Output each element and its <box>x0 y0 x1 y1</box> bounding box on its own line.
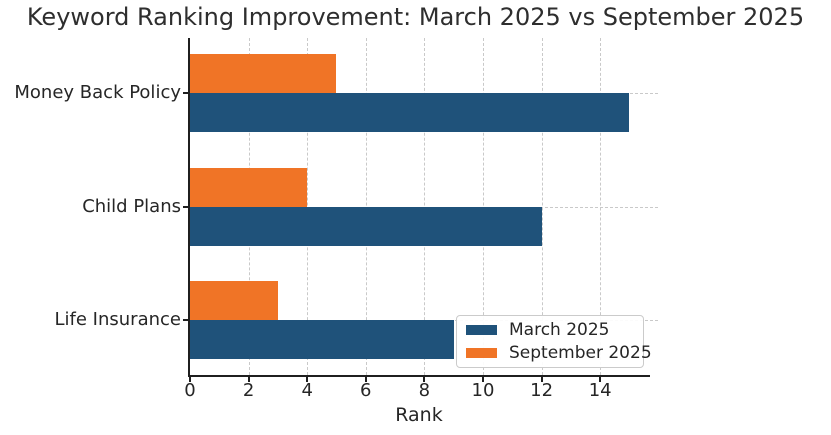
y-tick-mark <box>183 92 189 94</box>
gridline-vertical <box>307 38 309 375</box>
x-tick-mark <box>364 377 367 382</box>
y-tick-mark <box>183 319 189 321</box>
legend-swatch-september-icon <box>466 348 497 358</box>
gridline-vertical <box>365 38 367 375</box>
x-tick-mark <box>599 377 602 382</box>
x-tick-label: 12 <box>530 380 554 401</box>
x-tick-label: 10 <box>471 380 495 401</box>
legend-item-march: March 2025 <box>466 319 634 340</box>
gridline-vertical <box>424 38 426 375</box>
legend-label-september: September 2025 <box>509 342 652 363</box>
x-axis-title: Rank <box>395 404 443 426</box>
gridline-vertical <box>541 38 543 375</box>
x-tick-label: 2 <box>242 380 255 401</box>
bar-march-0 <box>190 93 630 132</box>
bar-september-2 <box>190 281 278 320</box>
y-tick-mark <box>183 206 189 208</box>
bar-september-1 <box>190 168 308 207</box>
legend-swatch-march-icon <box>466 325 497 335</box>
x-tick-label: 4 <box>301 380 313 401</box>
y-axis-label: Life Insurance <box>54 309 181 330</box>
bar-september-0 <box>190 54 337 93</box>
x-tick-mark <box>247 377 250 382</box>
x-tick-label: 6 <box>360 380 372 401</box>
x-tick-label: 8 <box>418 380 431 401</box>
plot-area <box>188 38 658 377</box>
bar-march-1 <box>190 207 542 246</box>
x-tick-mark <box>540 377 543 382</box>
x-tick-mark <box>481 377 484 382</box>
y-axis-label: Money Back Policy <box>14 82 181 103</box>
gridline-vertical <box>482 38 484 375</box>
x-tick-mark <box>306 377 309 382</box>
x-tick-label: 14 <box>588 380 612 401</box>
legend: March 2025 September 2025 <box>456 315 652 368</box>
x-tick-mark <box>189 377 191 382</box>
y-axis-label: Child Plans <box>82 196 181 217</box>
bar-march-2 <box>190 320 454 359</box>
legend-item-september: September 2025 <box>466 343 652 363</box>
legend-label-march: March 2025 <box>509 319 610 340</box>
chart-title: Keyword Ranking Improvement: March 2025 … <box>26 3 805 31</box>
x-tick-mark <box>423 377 426 382</box>
x-tick-label: 0 <box>184 380 196 401</box>
gridline-vertical <box>600 38 602 375</box>
